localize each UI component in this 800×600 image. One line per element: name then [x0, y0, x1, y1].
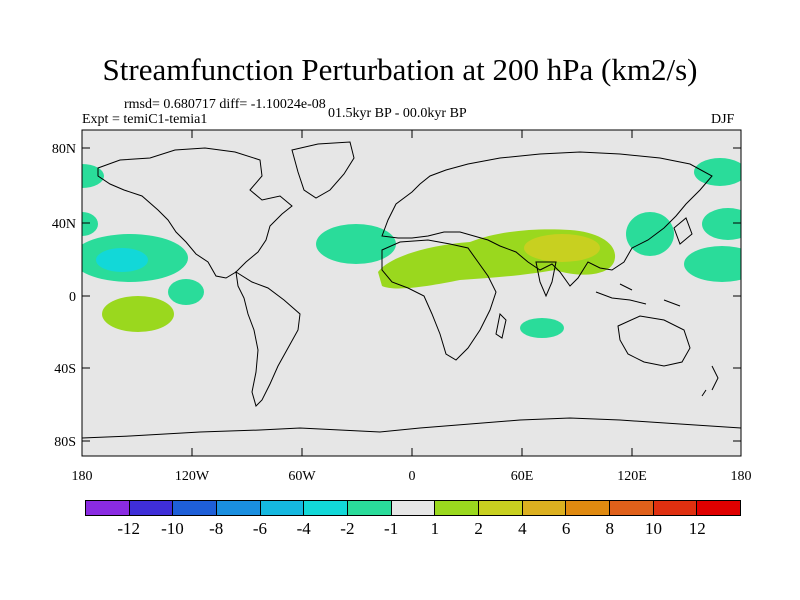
experiment-label: Expt = temiC1-temia1	[82, 112, 208, 127]
anomaly-contours	[82, 158, 741, 338]
coast-japan	[673, 217, 693, 245]
contour-positive-mid	[524, 234, 600, 262]
colorbar-segment	[217, 501, 261, 515]
coast-greenland	[291, 141, 355, 199]
map-title: Streamfunction Perturbation at 200 hPa (…	[102, 52, 698, 87]
lat-tick-label: 80S	[54, 435, 76, 450]
colorbar-label: 4	[518, 519, 527, 538]
colorbar-label: -8	[209, 519, 224, 538]
coast-north-america	[97, 147, 293, 279]
coast-indonesia	[595, 283, 681, 307]
coastlines	[82, 141, 741, 439]
lat-tick-label: 0	[69, 290, 76, 305]
lon-tick-label: 60W	[288, 469, 316, 484]
stats-line: rmsd= 0.680717 diff= -1.10024e-08	[124, 97, 326, 112]
contour-negative	[82, 212, 98, 236]
coast-eurasia	[381, 151, 713, 287]
coast-new-zealand	[701, 365, 719, 397]
lon-tick-label: 60E	[511, 469, 534, 484]
colorbar-label: 10	[645, 519, 663, 538]
colorbar-segment	[479, 501, 523, 515]
colorbar-segment	[435, 501, 480, 515]
coast-africa	[381, 239, 497, 361]
lat-tick-label: 40S	[54, 362, 76, 377]
axis-tick-labels: 80N 40N 0 40S 80S 180 120W 60W 0 60E 120E 180	[52, 142, 752, 484]
contour-negative-mid	[96, 248, 148, 272]
contour-negative	[626, 212, 674, 256]
season-label: DJF	[711, 112, 735, 127]
contour-negative	[684, 246, 741, 282]
colorbar-segment	[653, 501, 698, 515]
contour-negative	[168, 279, 204, 305]
colorbar-label: -12	[117, 519, 141, 538]
period-label: 01.5kyr BP - 00.0kyr BP	[328, 106, 467, 121]
colorbar-segment	[566, 501, 611, 515]
colorbar-label: -2	[340, 519, 355, 538]
contour-negative	[694, 158, 741, 186]
colorbar-segment	[348, 501, 392, 515]
contour-negative	[702, 208, 741, 240]
colorbar-label: -1	[384, 519, 399, 538]
colorbar-label: 8	[605, 519, 615, 538]
contour-positive	[102, 296, 174, 332]
lat-tick-label: 80N	[52, 142, 76, 157]
lat-tick-label: 40N	[52, 217, 76, 232]
colorbar-label: 12	[688, 519, 706, 538]
coast-india	[535, 261, 557, 298]
coast-australia	[617, 315, 691, 367]
lon-tick-label: 180	[731, 469, 752, 484]
contour-negative	[316, 224, 396, 264]
lon-tick-label: 180	[72, 469, 93, 484]
colorbar	[85, 500, 741, 516]
colorbar-label: -10	[161, 519, 184, 538]
colorbar-segment	[129, 501, 174, 515]
coast-madagascar	[495, 312, 507, 339]
colorbar-segment	[173, 501, 218, 515]
colorbar-label: 1	[430, 519, 440, 538]
coast-antarctica	[82, 417, 741, 439]
colorbar-label: 2	[474, 519, 483, 538]
colorbar-segment	[304, 501, 349, 515]
colorbar-segment	[610, 501, 654, 515]
colorbar-segment	[86, 501, 130, 515]
colorbar-label: -6	[252, 519, 268, 538]
lon-tick-label: 120E	[617, 469, 647, 484]
colorbar-label: -4	[296, 519, 311, 538]
contour-negative	[520, 318, 564, 338]
coast-south-america	[235, 271, 301, 407]
lon-tick-label: 120W	[175, 469, 210, 484]
lon-tick-label: 0	[409, 469, 416, 484]
colorbar-segment	[260, 501, 305, 515]
colorbar-label: 6	[561, 519, 571, 538]
axis-ticks	[81, 130, 742, 456]
colorbar-segment	[391, 501, 436, 515]
colorbar-segment	[697, 501, 741, 515]
colorbar-segment	[522, 501, 567, 515]
